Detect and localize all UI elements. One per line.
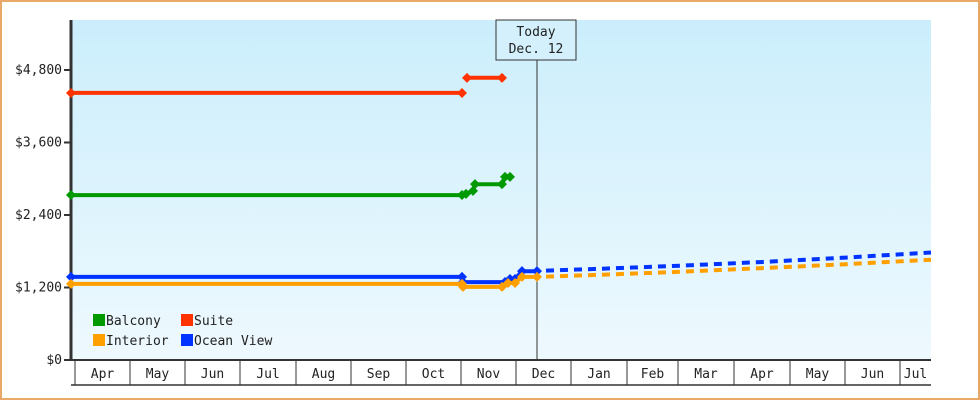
data-point-marker: [517, 266, 527, 277]
data-point-marker: [503, 277, 513, 288]
series-line: [545, 257, 932, 279]
x-tick-label: Apr: [750, 367, 774, 382]
legend-swatch: [181, 314, 193, 326]
legend-swatch: [93, 314, 105, 326]
plot-area: [71, 20, 931, 360]
legend-swatch: [181, 334, 193, 346]
x-tick-label: Dec: [532, 367, 555, 382]
legend-swatch: [93, 334, 105, 346]
legend-label: Interior: [106, 334, 169, 349]
y-tick-label: $3,600: [15, 135, 62, 150]
x-tick-label: Sep: [367, 367, 391, 382]
data-point-marker: [66, 278, 76, 289]
today-marker: Today Dec. 12: [495, 19, 577, 360]
x-tick-label: Nov: [477, 367, 501, 382]
data-point-marker: [517, 271, 527, 282]
x-tick-label: Jun: [201, 367, 224, 382]
data-point-marker: [505, 171, 515, 182]
x-tick-label: May: [146, 367, 170, 382]
x-tick-label: Mar: [694, 367, 718, 382]
y-tick-label: $0: [46, 353, 62, 368]
legend-label: Suite: [194, 314, 233, 329]
data-point-marker: [470, 179, 480, 190]
y-tick-label: $2,400: [15, 208, 62, 223]
data-point-marker: [497, 179, 507, 190]
x-tick-label: May: [806, 367, 830, 382]
x-tick-label: Jul: [256, 367, 279, 382]
today-date: Dec. 12: [509, 42, 564, 57]
x-tick-label: Jul: [904, 367, 927, 382]
data-point-marker: [66, 190, 76, 201]
legend-label: Balcony: [106, 314, 161, 329]
y-tick-label: $1,200: [15, 280, 62, 295]
data-point-marker: [66, 87, 76, 98]
x-axis: Apr May Jun Jul Aug Sep Oct Nov Dec Jan Feb Mar Apr M…: [71, 359, 931, 386]
data-point-marker: [532, 266, 542, 277]
x-tick-label: Apr: [91, 367, 115, 382]
data-point-marker: [66, 271, 76, 282]
data-point-marker: [461, 188, 471, 199]
data-point-marker: [532, 271, 542, 282]
data-point-marker: [458, 281, 468, 292]
data-point-marker: [462, 72, 472, 83]
x-tick-label: Jun: [861, 367, 884, 382]
x-tick-label: Aug: [312, 367, 335, 382]
x-tick-label: Feb: [641, 367, 665, 382]
today-label: Today: [516, 25, 555, 40]
x-tick-label: Oct: [422, 367, 445, 382]
y-tick-label: $4,800: [15, 63, 62, 78]
series-line: [545, 250, 932, 273]
data-point-marker: [497, 72, 507, 83]
y-axis: $0 $1,200 $2,400 $3,600 $4,800: [15, 20, 73, 368]
legend: Balcony Suite Interior Ocean View: [93, 314, 272, 349]
data-point-marker: [510, 277, 520, 288]
x-tick-label: Jan: [587, 367, 610, 382]
data-point-marker: [457, 87, 467, 98]
series-lines: [66, 72, 932, 292]
legend-label: Ocean View: [194, 334, 272, 349]
